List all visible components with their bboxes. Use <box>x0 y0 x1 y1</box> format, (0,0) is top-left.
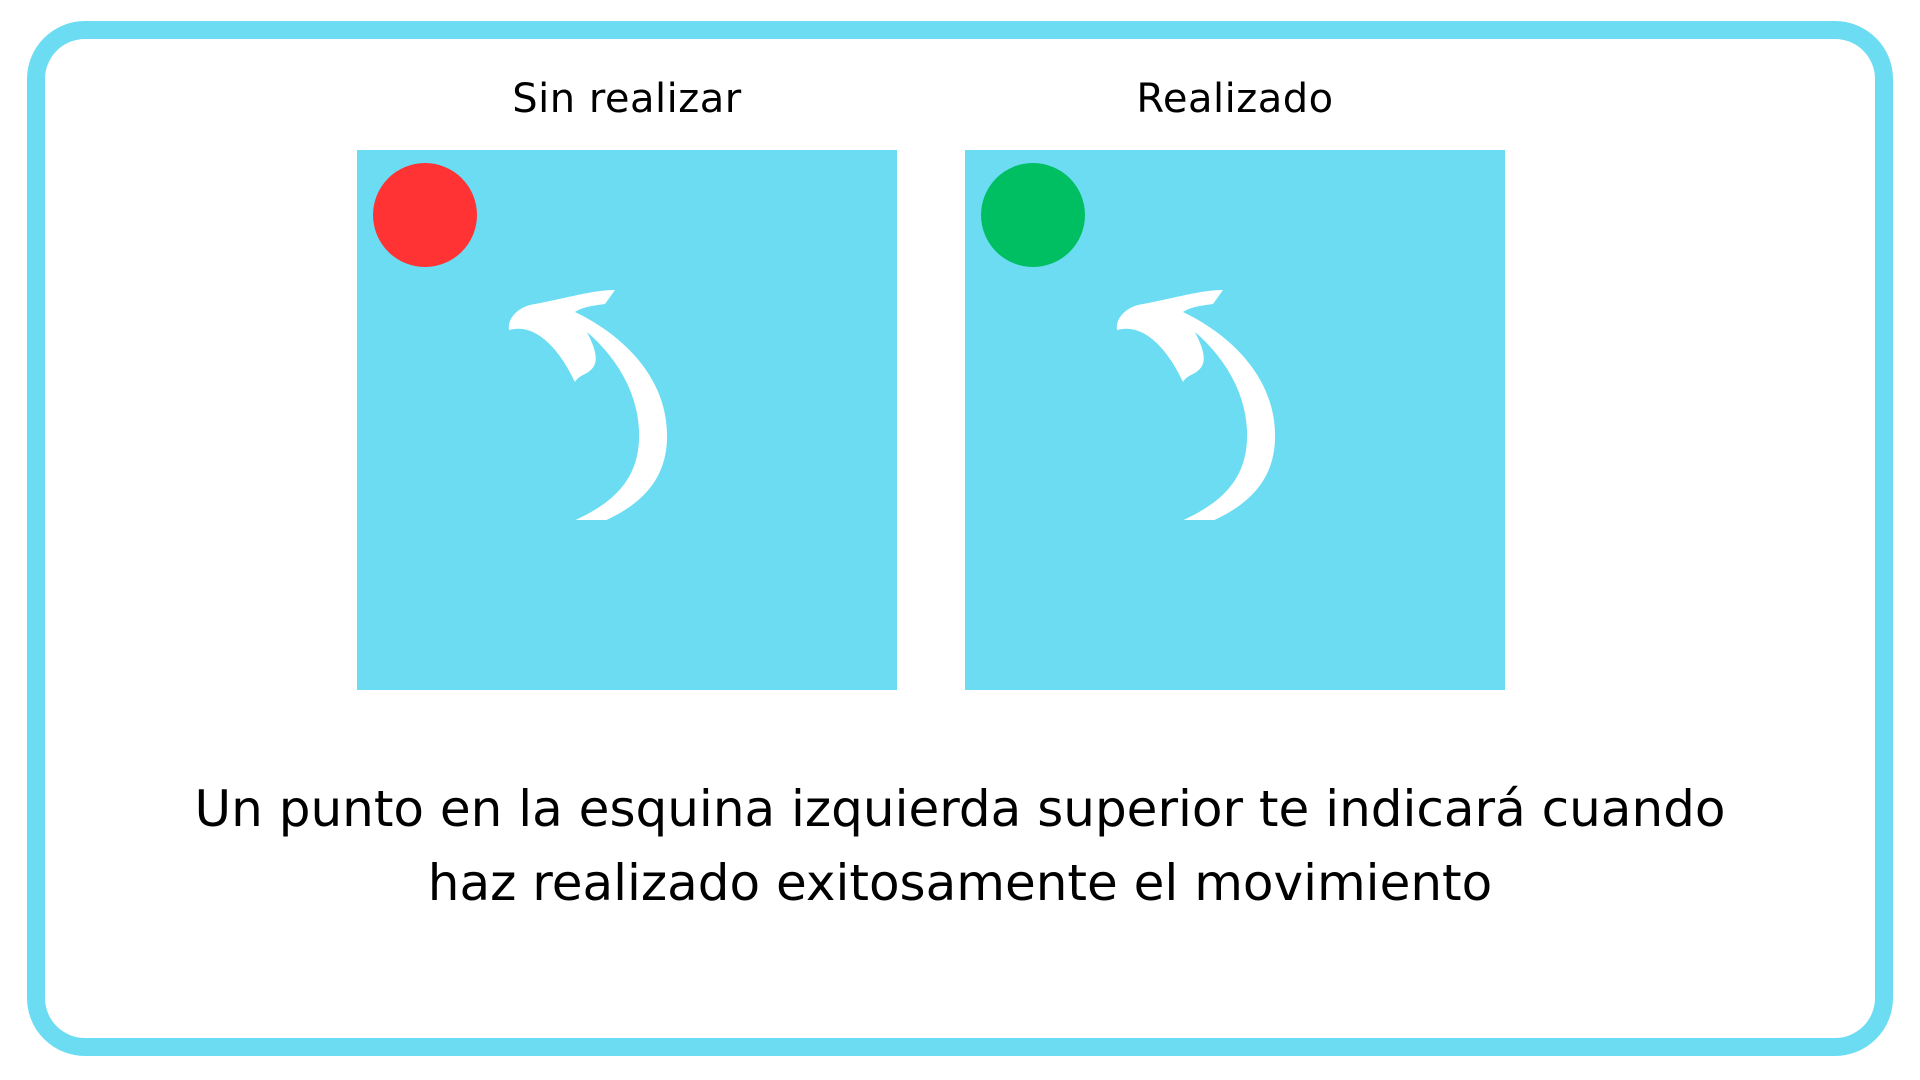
panel-title-not-done: Sin realizar <box>512 76 742 122</box>
arrow-shape <box>1116 290 1276 520</box>
card-frame <box>27 21 1893 1056</box>
curved-arrow-up-left-icon <box>1116 290 1276 520</box>
curved-arrow-up-left-icon <box>508 290 668 520</box>
preview-square-not-done <box>357 150 897 690</box>
caption-line-1: Un punto en la esquina izquierda superio… <box>194 780 1726 838</box>
status-dot-red <box>373 163 477 267</box>
instruction-caption: Un punto en la esquina izquierda superio… <box>0 772 1920 920</box>
caption-line-2: haz realizado exitosamente el movimiento <box>427 854 1493 912</box>
panel-title-done: Realizado <box>1136 76 1334 122</box>
preview-square-done <box>965 150 1505 690</box>
arrow-shape <box>508 290 668 520</box>
status-dot-green <box>981 163 1085 267</box>
